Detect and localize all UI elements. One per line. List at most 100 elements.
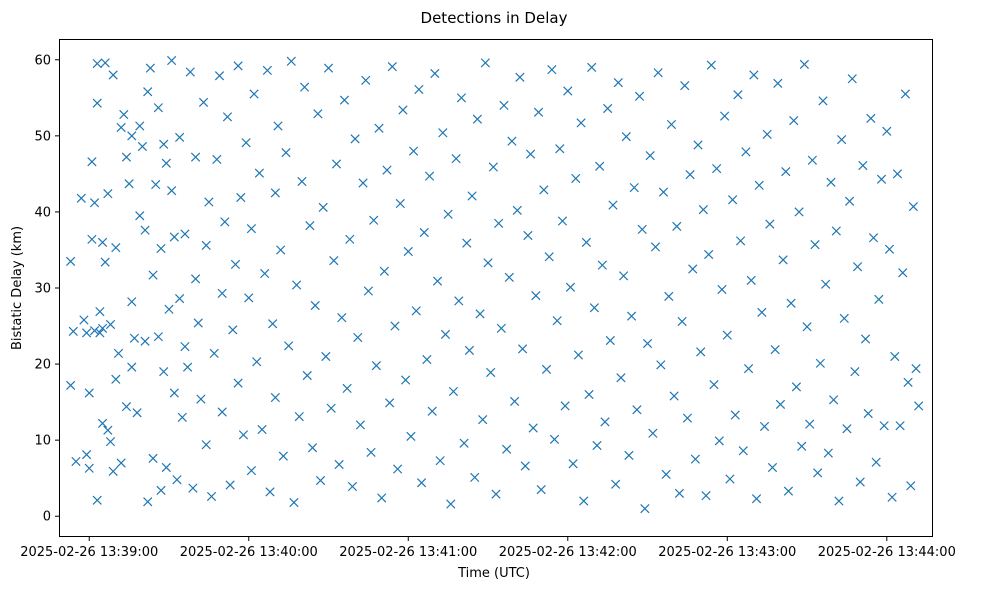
detection-point (188, 483, 198, 493)
detection-point (257, 424, 267, 435)
detection-point (624, 450, 634, 460)
chart-title: Detections in Delay (421, 9, 568, 27)
detection-point (608, 200, 618, 210)
detection-point (185, 67, 195, 77)
detection-point (735, 236, 746, 246)
detection-point (765, 219, 775, 229)
detection-point (108, 70, 118, 80)
detection-point (84, 463, 94, 473)
detection-point (297, 176, 307, 187)
detection-point (89, 325, 100, 336)
detection-point (810, 240, 820, 250)
detection-point (664, 291, 674, 301)
detection-point (151, 179, 161, 190)
detection-point (486, 367, 496, 378)
detection-point (523, 230, 533, 241)
detection-point (563, 86, 573, 96)
detection-point (252, 357, 262, 367)
detection-point (573, 350, 584, 360)
detection-point (629, 182, 639, 193)
detection-point (852, 262, 863, 272)
detection-point (722, 330, 732, 340)
x-tick-label: 2025-02-26 13:39:00 (20, 545, 158, 560)
detection-point (167, 55, 177, 66)
detection-point (693, 140, 703, 150)
detection-point (222, 112, 233, 122)
detection-point (334, 459, 344, 470)
detection-point (821, 279, 831, 289)
detection-point (159, 367, 169, 377)
detection-point (411, 306, 421, 316)
detection-point (403, 246, 413, 257)
detection-point (443, 209, 453, 219)
detection-point (145, 63, 156, 73)
detection-point (318, 202, 328, 212)
detection-point (159, 139, 169, 149)
detection-point (137, 141, 148, 152)
detection-point (307, 443, 318, 453)
detection-point (712, 163, 722, 174)
detection-point (214, 71, 225, 81)
detection-point (92, 58, 102, 69)
x-tick-label: 2025-02-26 13:40:00 (180, 545, 318, 560)
detection-point (759, 421, 770, 432)
detection-point (499, 100, 509, 111)
detection-point (701, 491, 711, 501)
x-tick-label: 2025-02-26 13:42:00 (499, 545, 637, 560)
detection-point (422, 354, 432, 365)
detection-point (289, 497, 299, 508)
detection-point (557, 216, 568, 226)
detection-point (66, 380, 76, 390)
detection-point (416, 478, 427, 488)
detection-point (164, 304, 174, 314)
detection-point (847, 74, 857, 84)
detection-point (143, 87, 153, 97)
detection-point (677, 316, 687, 327)
detection-point (666, 119, 677, 130)
detection-point (156, 485, 166, 495)
detection-point (507, 136, 517, 146)
detection-point (778, 255, 788, 265)
detection-point (908, 201, 919, 212)
detection-point (377, 493, 387, 503)
detection-point (355, 420, 366, 430)
detection-point (89, 198, 100, 208)
detection-point (321, 351, 331, 362)
detection-point (539, 185, 549, 195)
detection-point (544, 252, 554, 262)
detection-point (148, 270, 158, 280)
detection-point (656, 360, 666, 370)
detection-point (650, 242, 661, 252)
detection-point (92, 98, 102, 108)
detection-point (390, 321, 400, 331)
detection-point (95, 328, 105, 338)
detection-point (230, 259, 241, 270)
detection-point (369, 215, 379, 225)
detection-point (108, 466, 118, 476)
detection-point (127, 362, 137, 372)
detection-point (270, 392, 280, 403)
y-tick-label: 50 (34, 129, 51, 144)
detection-point (611, 479, 621, 489)
x-axis-label: Time (UTC) (457, 566, 530, 581)
detection-point (866, 113, 876, 123)
detection-point (855, 477, 865, 487)
detection-point (844, 196, 855, 206)
detection-point (903, 377, 913, 387)
detection-point (850, 367, 860, 377)
detection-point (690, 454, 701, 464)
detection-point (79, 315, 89, 325)
detection-point (323, 63, 334, 73)
detection-point (587, 62, 597, 73)
detection-point (799, 59, 810, 69)
detection-point (121, 402, 132, 412)
detection-point (616, 373, 626, 383)
detection-point (661, 469, 671, 480)
detection-point (400, 375, 411, 385)
detection-point (517, 344, 528, 354)
detection-point (704, 249, 714, 260)
detection-point (504, 272, 514, 282)
detection-point (464, 345, 475, 356)
detection-point (294, 411, 304, 422)
detection-point (97, 418, 108, 429)
